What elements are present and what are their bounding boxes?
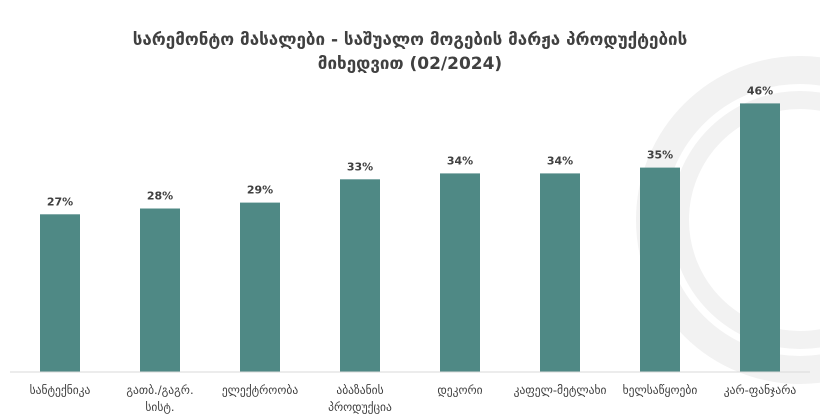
category-tick-label: კაფელ-მეტლახი: [514, 383, 607, 397]
bar: [740, 103, 780, 373]
bar: [540, 173, 580, 372]
bars-layer: [40, 103, 780, 373]
category-tick-label: გათბ./გაგრ.: [126, 383, 193, 397]
category-tick-label: დეკორი: [437, 383, 482, 397]
bar: [640, 167, 680, 372]
category-tick-label: აბაზანის: [336, 383, 383, 397]
bar-value-label: 29%: [247, 184, 273, 197]
chart-title-line-2: მიხედვით (02/2024): [318, 54, 502, 74]
bar-value-label: 34%: [447, 154, 473, 167]
bar-value-label: 35%: [647, 149, 673, 162]
category-tick-label: ელექტროობა: [222, 383, 299, 397]
bar: [140, 208, 180, 372]
bar: [40, 214, 80, 372]
category-tick-label: ხელსაწყოები: [623, 383, 698, 397]
category-tick-label: სანტექნიკა: [30, 383, 91, 397]
category-tick-label: სისტ.: [145, 400, 174, 414]
bar: [240, 202, 280, 372]
bar-value-label: 46%: [747, 84, 773, 97]
bar: [340, 179, 380, 372]
category-tick-label: პროდუქცია: [328, 400, 392, 414]
category-tick-label: კარ-ფანჯარა: [724, 383, 797, 397]
chart-title-line-1: სარემონტო მასალები - საშუალო მოგების მარ…: [133, 30, 688, 50]
labels-layer: 27% სანტექნიკა 28% გათბ./გაგრ. სისტ. 29% ელექტ…: [30, 84, 797, 414]
bar-value-label: 28%: [147, 190, 173, 203]
bar-value-label: 33%: [347, 160, 373, 173]
bar: [440, 173, 480, 372]
bar-value-label: 34%: [547, 154, 573, 167]
bar-value-label: 27%: [47, 195, 73, 208]
